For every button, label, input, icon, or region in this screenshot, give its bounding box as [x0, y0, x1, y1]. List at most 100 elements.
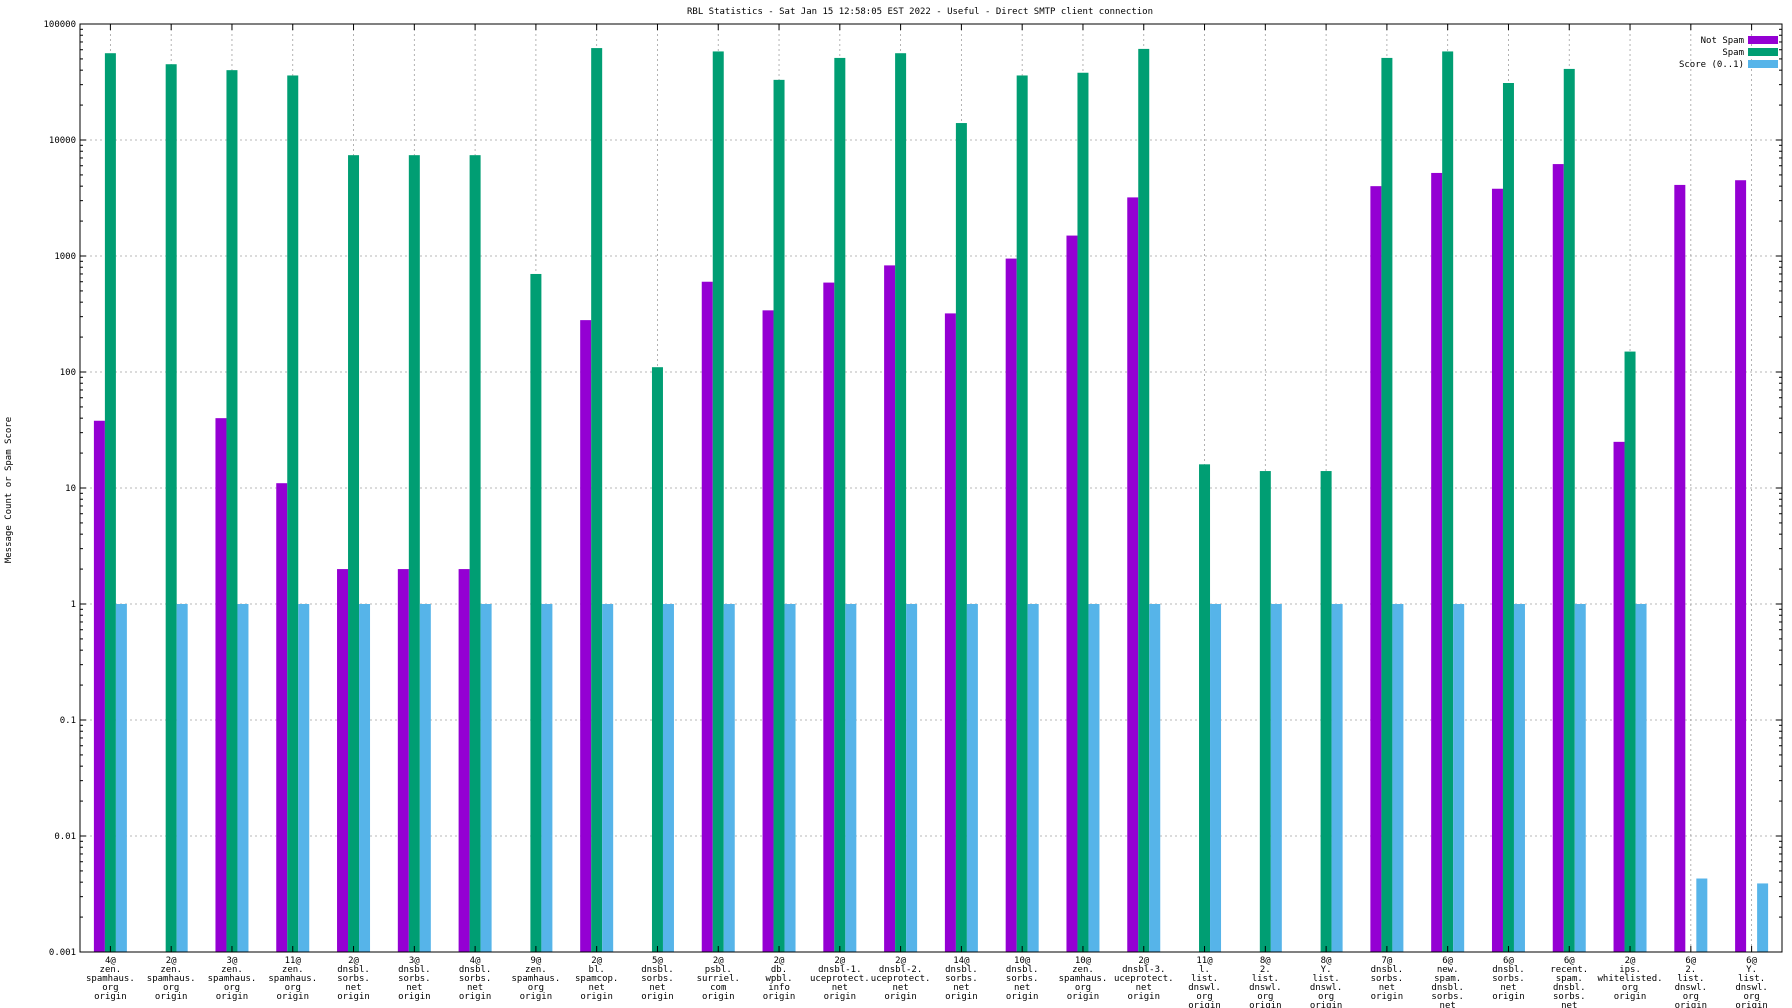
y-tick-label: 0.01	[54, 832, 76, 842]
bar-spam-13	[895, 53, 907, 952]
bar-score-0-1-14	[966, 604, 978, 952]
x-tick-label-line: dnsbl.	[459, 965, 492, 975]
y-tick-label: 10	[65, 484, 76, 494]
bar-score-0-1-24	[1574, 604, 1586, 952]
x-tick-label-line: net	[589, 983, 605, 993]
bar-score-0-1-2	[237, 604, 249, 952]
bar-score-0-1-18	[1210, 604, 1222, 952]
bar-not-spam-6	[458, 569, 470, 952]
x-tick-label-line: net	[1500, 983, 1516, 993]
x-tick-label-line: 6@	[1442, 956, 1453, 966]
x-tick-label: 2@ ips. whitelisted. org origin	[1598, 956, 1663, 1002]
x-tick-label-line: origin	[1735, 1001, 1768, 1008]
x-tick-label-line: dnsbl-3.	[1122, 965, 1165, 975]
x-tick-label-line: dnswl.	[1249, 983, 1282, 993]
bar-score-0-1-7	[541, 604, 553, 952]
x-tick-label-line: dnswl.	[1188, 983, 1221, 993]
bar-spam-12	[834, 57, 846, 952]
bar-score-0-1-0	[115, 604, 127, 952]
x-tick-label-line: dnsbl.	[945, 965, 978, 975]
x-tick-label-line: origin	[398, 992, 431, 1002]
x-tick-label-line: origin	[276, 992, 309, 1002]
x-tick-label-line: origin	[884, 992, 917, 1002]
bar-not-spam-22	[1431, 172, 1443, 953]
x-tick-label-line: uceprotect.	[871, 974, 931, 984]
x-tick-label-line: dnswl.	[1675, 983, 1708, 993]
x-tick-label-line: 2.	[1685, 965, 1696, 975]
x-tick-label-line: recent.	[1550, 965, 1588, 975]
x-tick-label-line: uceprotect.	[810, 974, 870, 984]
x-tick-label-line: org	[1196, 992, 1212, 1002]
x-tick-label: 2@ dnsbl-1. uceprotect. net origin	[810, 956, 870, 1002]
x-tick-label: 8@ 2. list. dnswl. org origin	[1249, 956, 1282, 1008]
x-tick-label-line: origin	[824, 992, 857, 1002]
bar-score-0-1-19	[1270, 604, 1282, 952]
x-tick-label-line: net	[406, 983, 422, 993]
bar-score-0-1-12	[845, 604, 857, 952]
bar-spam-10	[712, 51, 724, 952]
bar-spam-25	[1624, 351, 1636, 952]
bar-score-0-1-1	[176, 604, 188, 952]
x-tick-label-line: sorbs.	[1492, 974, 1525, 984]
x-tick-label-line: origin	[94, 992, 127, 1002]
x-tick-label-line: origin	[1371, 992, 1404, 1002]
bar-not-spam-2	[215, 418, 227, 953]
x-tick-label-line: net	[832, 983, 848, 993]
x-tick-label-line: spam.	[1434, 974, 1461, 984]
x-tick-label-line: zen.	[100, 965, 122, 975]
x-tick-label: 4@ dnsbl. sorbs. net origin	[459, 956, 492, 1002]
grid-lines	[80, 23, 1782, 953]
bar-score-0-1-21	[1392, 604, 1404, 952]
x-tick-label-line: spamhaus.	[268, 974, 317, 984]
bar-not-spam-3	[276, 483, 288, 952]
x-tick-label-line: 8@	[1260, 956, 1271, 966]
y-tick-label: 1000	[54, 252, 76, 262]
x-tick-label-line: 2@	[1138, 956, 1149, 966]
x-tick-label-line: com	[710, 983, 726, 993]
x-tick-label-line: sorbs.	[398, 974, 431, 984]
bar-not-spam-27	[1735, 180, 1747, 952]
x-tick-label-line: sorbs.	[337, 974, 370, 984]
x-tick-label: 9@ zen. spamhaus. org origin	[512, 956, 561, 1002]
bar-score-0-1-6	[480, 604, 492, 952]
bar-spam-0	[104, 53, 116, 952]
legend-label: Score (0..1)	[1679, 60, 1744, 70]
x-tick-label-line: spam.	[1556, 974, 1583, 984]
y-axis-label: Message Count or Spam Score	[4, 417, 14, 563]
bar-score-0-1-26	[1696, 878, 1708, 952]
x-tick-label-line: dnsbl-2.	[879, 965, 922, 975]
x-tick-label: 10@ dnsbl. sorbs. net origin	[1006, 956, 1039, 1002]
x-tick-label-line: dnsbl.	[1006, 965, 1039, 975]
bar-not-spam-25	[1613, 441, 1625, 952]
x-tick-label: 4@ zen. spamhaus. org origin	[86, 956, 135, 1002]
x-tick-label: 7@ dnsbl. sorbs. net origin	[1371, 956, 1404, 1002]
y-tick-label: 10000	[49, 136, 76, 146]
bar-spam-20	[1320, 471, 1332, 952]
x-tick-label-line: org	[1622, 983, 1638, 993]
x-tick-label-line: origin	[580, 992, 613, 1002]
x-tick-label-line: origin	[520, 992, 553, 1002]
x-tick-label-line: dnsbl.	[337, 965, 370, 975]
bar-not-spam-11	[762, 310, 774, 952]
x-tick-label-line: 10@	[1075, 956, 1092, 966]
x-tick-label-line: list.	[1252, 974, 1279, 984]
bar-score-0-1-9	[662, 604, 674, 952]
x-tick-label: 5@ dnsbl. sorbs. net origin	[641, 956, 674, 1002]
x-tick-label-line: origin	[216, 992, 249, 1002]
x-tick-label-line: origin	[763, 992, 796, 1002]
x-tick-label-line: net	[1379, 983, 1395, 993]
bar-not-spam-26	[1674, 184, 1686, 953]
x-tick-label-line: 3@	[227, 956, 238, 966]
x-tick-label-line: net	[649, 983, 665, 993]
x-tick-label-line: org	[285, 983, 301, 993]
x-tick-label-line: dnsbl.	[1492, 965, 1525, 975]
x-tick-label: 11@ zen. spamhaus. org origin	[268, 956, 317, 1002]
bar-spam-3	[287, 75, 299, 952]
x-tick-label: 2@ db. wpbl. info origin	[763, 956, 796, 1002]
bar-not-spam-16	[1066, 235, 1078, 952]
x-tick-label-line: surriel.	[697, 974, 740, 984]
x-tick-label-line: 2@	[348, 956, 359, 966]
x-tick-label-line: origin	[337, 992, 370, 1002]
